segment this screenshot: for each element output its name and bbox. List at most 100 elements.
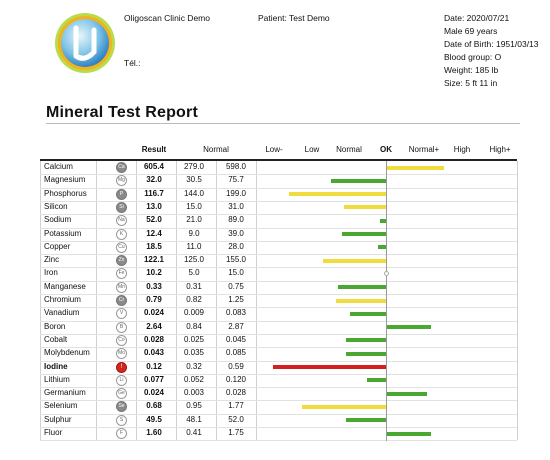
normal-high: 0.028 [225,388,247,398]
level-marker [383,271,389,277]
element-symbol-badge: Ca [116,162,127,173]
mineral-result: 0.68 [146,401,162,411]
level-bar [379,218,386,223]
level-bar [331,178,386,183]
alert-icon: ! [116,361,127,373]
normal-high: 1.77 [228,401,244,411]
report-date: Date: 2020/07/21 [444,13,510,23]
table-header-divider [40,159,517,161]
element-symbol-badge: F [116,428,127,439]
patient-name: Patient: Test Demo [258,13,330,23]
mineral-name: Manganese [44,281,86,291]
element-symbol-badge: V [116,308,127,320]
normal-high: 0.045 [225,334,247,344]
table-row: Zinc Zn 122.1 125.0 155.0 [40,254,517,267]
element-symbol-badge: Zn [116,255,127,267]
mineral-name: Chromium [44,295,81,304]
patient-weight: Weight: 185 lb [444,65,499,75]
mineral-name: Germanium [44,388,86,398]
element-symbol-badge: S [116,414,127,426]
table-row-line [40,320,517,322]
table-row: Fluor F 1.60 0.41 1.75 [40,427,517,440]
mineral-result: 0.79 [146,295,162,304]
normal-high: 75.7 [228,175,244,185]
element-symbol-badge: Fe [116,268,127,280]
scale-low-minus: Low- [265,145,283,154]
scale-low: Low [304,145,320,154]
mineral-name: Sulphur [44,414,72,424]
table-row-line [40,440,517,442]
normal-low: 0.82 [186,295,202,304]
table-row-line [40,347,517,349]
level-bar [377,245,386,250]
normal-low: 0.003 [183,388,205,398]
scale-ok: OK [380,145,392,154]
table-column-line [136,161,137,441]
patient-blood-group: Blood group: O [444,52,502,62]
level-bar [387,391,427,396]
table-row-line [40,294,517,295]
mineral-name: Boron [44,321,66,331]
scale-normal-plus: Normal+ [408,145,440,154]
element-symbol-badge: Se [116,401,127,413]
patient-size: Size: 5 ft 11 in [444,78,498,88]
mineral-result: 122.1 [143,255,165,265]
level-bar [387,325,432,330]
table-row: Iodine! 0.12 0.32 0.59 [40,361,517,374]
normal-low: 125.0 [183,255,205,265]
mineral-name: Iodine [44,361,68,371]
element-symbol-badge: Cr [116,295,127,306]
table-row-line [40,240,517,242]
normal-low: 0.025 [183,334,205,344]
normal-low: 5.0 [188,268,200,278]
table-row: Sodium Na 52.0 21.0 89.0 [40,214,517,227]
normal-low: 0.035 [183,348,205,358]
normal-high: 1.75 [228,428,244,437]
level-bar [350,311,386,316]
table-row: Selenium Se 0.68 0.95 1.77 [40,400,517,413]
normal-low: 0.32 [186,361,202,371]
element-symbol-badge: Mg [116,175,127,187]
level-bar [344,205,386,210]
mineral-result: 49.5 [146,414,162,424]
normal-high: 39.0 [228,228,244,238]
mineral-name: Phosphorus [44,188,87,198]
mineral-result: 116.7 [144,188,164,198]
mineral-name: Magnesium [44,175,86,185]
table-row-line [40,373,517,375]
mineral-result: 52.0 [146,215,162,225]
table-row: Copper Cu 18.5 11.0 28.0 [40,241,517,254]
element-symbol-badge: Cu [116,241,127,253]
mineral-name: Sodium [44,215,72,225]
element-symbol-badge: Mn [116,281,127,293]
normal-low: 15.0 [186,201,202,211]
table-row: Chromium Cr 0.79 0.82 1.25 [40,294,517,307]
level-bar [337,285,386,290]
normal-high: 31.0 [228,201,244,211]
table-column-line [96,161,97,441]
element-symbol-badge: Co [116,334,127,346]
ok-reference-line [386,161,387,441]
level-bar [346,418,386,423]
normal-high: 52.0 [228,414,244,424]
table-row: Potassium K 12.4 9.0 39.0 [40,228,517,241]
normal-high: 2.87 [228,321,244,331]
normal-high: 199.0 [225,188,247,198]
table-row-line [40,187,517,189]
mineral-result: 0.33 [146,281,162,291]
table-row: Sulphur S 49.5 48.1 52.0 [40,414,517,427]
mineral-name: Fluor [44,428,63,437]
mineral-result: 1.60 [146,428,162,437]
table-row-line [40,214,517,216]
table-row-line [40,360,517,362]
mineral-name: Potassium [44,228,82,238]
table-row-line [40,227,517,229]
normal-high: 1.25 [228,295,244,304]
mineral-result: 13.0 [146,201,162,211]
table-row-line [40,400,517,402]
normal-high: 15.0 [228,268,244,278]
mineral-result: 10.2 [146,268,162,278]
mineral-result: 0.077 [143,374,165,384]
normal-low: 279.0 [183,162,205,171]
mineral-name: Copper [44,241,71,251]
